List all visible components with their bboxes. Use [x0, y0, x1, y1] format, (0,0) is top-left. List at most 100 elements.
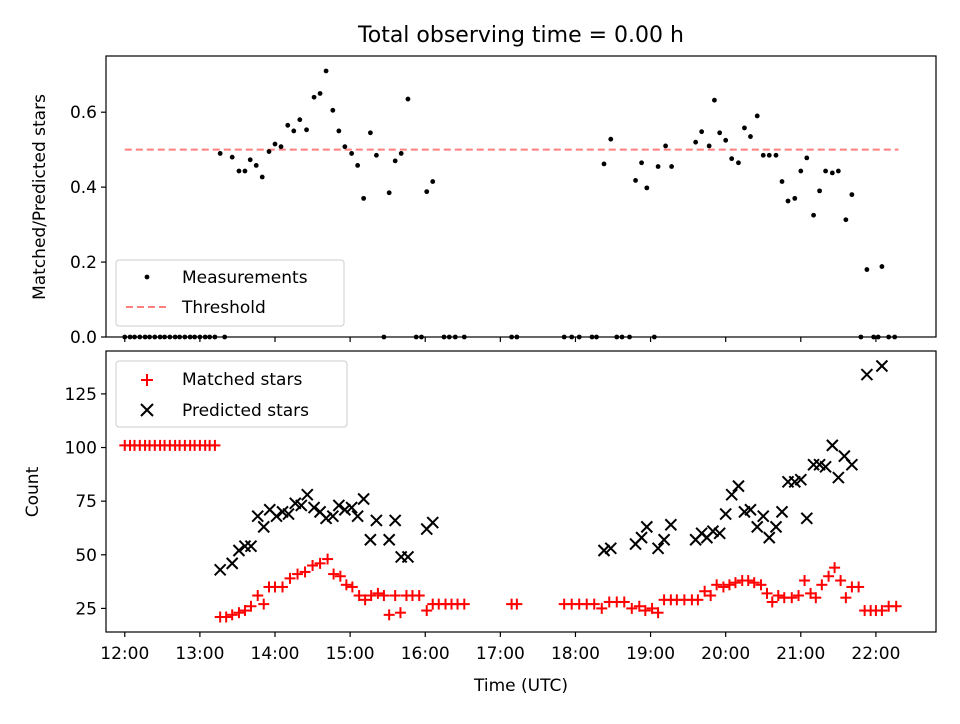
measurement-point: [849, 192, 855, 198]
legend-measurements-marker: [144, 274, 150, 280]
predicted-star-point: [769, 520, 783, 534]
matched-star-point: [511, 598, 523, 610]
chart-title: Total observing time = 0.00 h: [357, 23, 684, 48]
measurement-point: [792, 195, 798, 201]
matched-star-point: [292, 568, 304, 580]
top-ytick-label: 0.4: [70, 178, 97, 198]
measurement-point: [835, 168, 841, 174]
measurement-point: [717, 130, 723, 136]
measurement-point: [608, 136, 614, 142]
measurement-point: [804, 155, 810, 161]
matched-star-point: [299, 566, 311, 578]
matched-star-point: [699, 585, 711, 597]
measurement-point: [655, 164, 661, 169]
matched-star-point: [786, 592, 798, 604]
matched-star-point: [626, 602, 638, 614]
bottom-legend: Matched stars Predicted stars: [115, 360, 348, 428]
measurement-point: [386, 190, 392, 196]
matched-star-point: [748, 577, 760, 589]
matched-star-point: [389, 590, 401, 602]
measurement-point: [766, 152, 772, 158]
legend-predicted-marker: [140, 403, 154, 417]
measurement-point: [754, 113, 760, 119]
matched-star-point: [840, 592, 852, 604]
measurement-point: [336, 128, 342, 134]
bottom-panel: Count Time (UTC) 25 50 75 100 125 12:00 13:00 1…: [23, 350, 937, 696]
predicted-star-point: [351, 509, 364, 523]
predicted-star-point: [301, 488, 314, 501]
top-ytick-label: 0.0: [70, 328, 97, 348]
matched-star-point: [394, 607, 406, 619]
matched-star-point: [646, 602, 658, 614]
predicted-star-point: [364, 533, 377, 546]
bottom-xtick-label: 22:00: [851, 644, 900, 664]
predicted-star-point: [382, 533, 396, 546]
predicted-star-point: [388, 514, 402, 527]
measurement-point: [317, 91, 323, 96]
top-ytick-label: 0.6: [70, 103, 97, 123]
top-plot-frame: [105, 55, 937, 338]
measurement-point: [291, 128, 297, 134]
measurement-point: [864, 267, 870, 272]
matched-star-point: [772, 590, 784, 602]
measurement-point: [817, 188, 822, 194]
measurement-point: [798, 168, 804, 174]
matched-star-point: [717, 581, 729, 593]
measurement-point: [669, 164, 675, 169]
predicted-star-point: [319, 512, 333, 525]
predicted-star-point: [775, 505, 789, 519]
matched-star-point: [596, 602, 608, 614]
predicted-star-point: [826, 439, 839, 452]
measurement-point: [304, 127, 309, 133]
predicted-star-point: [326, 509, 340, 523]
matched-star-point: [372, 587, 384, 599]
bottom-ytick-label: 25: [75, 599, 97, 619]
measurement-point: [723, 137, 729, 143]
matched-star-point: [340, 579, 352, 591]
top-ylabel: Matched/Predicted stars: [30, 94, 50, 300]
measurement-point: [272, 141, 278, 147]
predicted-star-point: [597, 544, 611, 557]
measurement-point: [879, 264, 885, 269]
measurement-point: [297, 117, 303, 123]
matched-star-point: [284, 572, 296, 584]
measurement-point: [355, 163, 361, 168]
measurement-point: [361, 195, 367, 201]
predicted-star-point: [706, 524, 720, 538]
matched-star-point: [816, 579, 828, 591]
matched-star-point: [277, 581, 289, 593]
legend-matched-label: Matched stars: [182, 370, 302, 390]
legend-matched-marker: [141, 374, 153, 386]
legend-measurements-label: Measurements: [182, 268, 308, 288]
measurement-point: [693, 139, 699, 145]
matched-star-point: [421, 605, 433, 617]
matched-star-point: [639, 605, 651, 617]
bottom-ytick-label: 75: [75, 492, 97, 512]
measurement-point: [773, 152, 779, 158]
measurement-point: [323, 68, 329, 74]
bottom-xtick-label: 13:00: [175, 644, 224, 664]
measurement-point: [367, 130, 373, 136]
predicted-star-point: [257, 520, 270, 534]
matched-star-point: [793, 590, 805, 602]
bottom-ytick-label: 50: [75, 546, 97, 566]
predicted-star-point: [719, 507, 732, 521]
predicted-star-point: [819, 460, 832, 474]
bottom-xtick-label: 20:00: [701, 644, 750, 664]
predicted-star-point: [875, 359, 889, 373]
predicted-star-point: [338, 503, 352, 516]
top-legend: Measurements Threshold: [115, 259, 345, 327]
matched-star-point: [220, 611, 232, 623]
legend-threshold-label: Threshold: [181, 298, 266, 318]
matched-star-point: [729, 577, 741, 589]
matched-star-point: [314, 557, 326, 569]
predicted-star-point: [725, 488, 738, 501]
matched-star-point: [383, 609, 395, 621]
bottom-xtick-label: 14:00: [251, 644, 300, 664]
bottom-xtick-label: 17:00: [476, 644, 525, 664]
bottom-plot-frame: [105, 350, 937, 633]
matched-star-point: [742, 575, 754, 587]
predicted-star-point: [244, 539, 258, 553]
matched-star-point: [233, 607, 245, 619]
predicted-star-point: [282, 507, 295, 521]
